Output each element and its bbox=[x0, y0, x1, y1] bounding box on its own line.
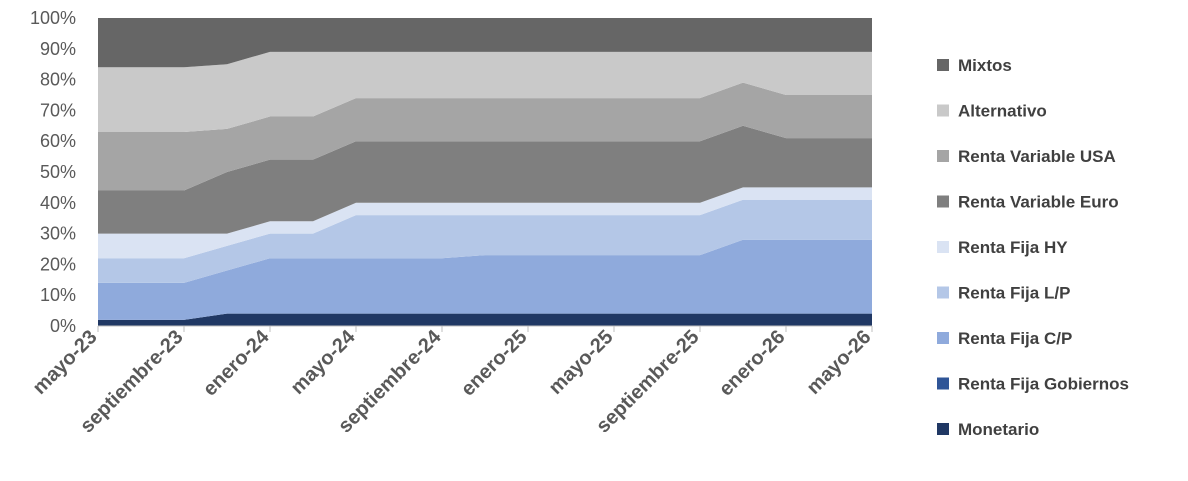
y-tick-label: 10% bbox=[40, 285, 76, 305]
x-tick-label: mayo-26 bbox=[803, 326, 876, 399]
y-tick-label: 90% bbox=[40, 39, 76, 59]
legend-swatch-mixtos bbox=[937, 59, 949, 71]
area-renta-variable-euro bbox=[98, 125, 872, 234]
x-tick-label: enero-26 bbox=[715, 326, 790, 401]
legend-swatch-renta-variable-euro bbox=[937, 195, 949, 208]
legend-swatch-renta-fija-gobiernos bbox=[937, 377, 949, 390]
area-renta-variable-usa bbox=[98, 82, 872, 191]
y-axis: 0% 10% 20% 30% 40% 50% 60% 70% 80% 90% 100% bbox=[30, 8, 76, 336]
legend-label-monetario: Monetario bbox=[958, 420, 1039, 439]
x-tick-label: enero-24 bbox=[199, 325, 274, 400]
legend-swatch-renta-fija-l-p bbox=[937, 286, 949, 299]
x-tick-label: mayo-25 bbox=[545, 326, 618, 399]
legend-label-mixtos: Mixtos bbox=[958, 56, 1012, 75]
x-tick-label: enero-25 bbox=[457, 326, 532, 401]
legend: Mixtos Alternativo Renta Variable USA Renta… bbox=[937, 56, 1129, 439]
y-tick-label: 30% bbox=[40, 224, 76, 244]
legend-swatch-alternativo bbox=[937, 104, 949, 117]
y-tick-label: 100% bbox=[30, 8, 76, 28]
plot-area bbox=[98, 18, 872, 326]
legend-label-renta-fija-l-p: Renta Fija L/P bbox=[958, 284, 1070, 303]
legend-swatch-renta-fija-hy bbox=[937, 241, 949, 253]
y-tick-label: 50% bbox=[40, 162, 76, 182]
legend-swatch-monetario bbox=[937, 423, 949, 435]
y-tick-label: 0% bbox=[50, 316, 76, 336]
legend-swatch-renta-variable-usa bbox=[937, 150, 949, 162]
y-tick-label: 40% bbox=[40, 193, 76, 213]
legend-swatch-renta-fija-c-p bbox=[937, 332, 949, 344]
x-tick-label: mayo-23 bbox=[29, 326, 102, 399]
area-mixtos bbox=[98, 18, 872, 68]
y-tick-label: 80% bbox=[40, 70, 76, 90]
y-tick-label: 20% bbox=[40, 254, 76, 274]
legend-label-renta-variable-euro: Renta Variable Euro bbox=[958, 193, 1119, 212]
area-renta-fija-hy bbox=[98, 187, 872, 259]
area-renta-fija-l-p bbox=[98, 199, 872, 283]
legend-label-renta-fija-gobiernos: Renta Fija Gobiernos bbox=[958, 375, 1129, 394]
legend-label-renta-fija-hy: Renta Fija HY bbox=[958, 238, 1068, 257]
legend-label-renta-fija-c-p: Renta Fija C/P bbox=[958, 329, 1072, 348]
area-renta-fija-c-p bbox=[98, 239, 872, 320]
x-tick-label: mayo-24 bbox=[287, 325, 361, 399]
legend-label-renta-variable-usa: Renta Variable USA bbox=[958, 147, 1116, 166]
area-monetario bbox=[98, 313, 872, 326]
area-alternativo bbox=[98, 51, 872, 132]
y-tick-label: 60% bbox=[40, 131, 76, 151]
y-tick-label: 70% bbox=[40, 100, 76, 120]
legend-label-alternativo: Alternativo bbox=[958, 102, 1047, 121]
